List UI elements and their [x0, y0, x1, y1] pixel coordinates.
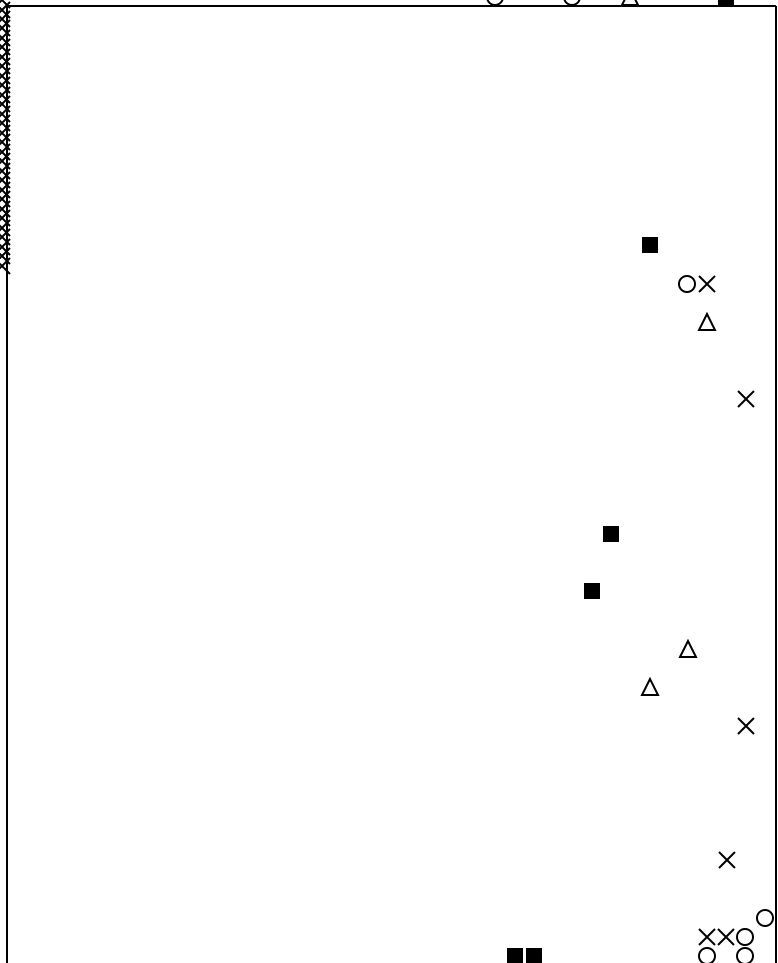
circle-marker: [698, 947, 716, 963]
cross-marker: [0, 162, 11, 180]
circle-marker: [486, 0, 504, 6]
circle-marker: [736, 928, 754, 946]
square-marker: [718, 0, 734, 6]
cross-marker: [717, 928, 735, 946]
circle-marker: [678, 275, 696, 293]
cross-marker: [698, 928, 716, 946]
circle-marker: [563, 0, 581, 6]
cross-marker: [0, 200, 11, 218]
cross-marker: [0, 10, 11, 28]
triangle-marker: [697, 311, 717, 331]
triangle-marker: [640, 676, 660, 696]
cross-marker: [0, 219, 11, 237]
triangle-marker: [678, 638, 698, 658]
cross-marker: [718, 851, 736, 869]
cross-marker: [737, 717, 755, 735]
square-marker: [507, 948, 523, 963]
square-marker: [526, 948, 542, 963]
cross-marker: [0, 257, 11, 275]
cross-marker: [0, 124, 11, 142]
cross-marker: [0, 29, 11, 47]
cross-marker: [0, 143, 11, 161]
cross-marker: [0, 238, 11, 256]
circle-marker: [756, 909, 774, 927]
circle-marker: [736, 947, 754, 963]
square-marker: [603, 526, 619, 542]
triangle-marker: [620, 0, 640, 6]
square-marker: [584, 583, 600, 599]
cross-marker: [0, 86, 11, 104]
cross-marker: [0, 48, 11, 66]
cross-marker: [698, 275, 716, 293]
cross-marker: [0, 181, 11, 199]
cross-marker: [737, 390, 755, 408]
cross-marker: [0, 105, 11, 123]
square-marker: [642, 237, 658, 253]
cross-marker: [0, 67, 11, 85]
cross-marker: [0, 1, 11, 19]
